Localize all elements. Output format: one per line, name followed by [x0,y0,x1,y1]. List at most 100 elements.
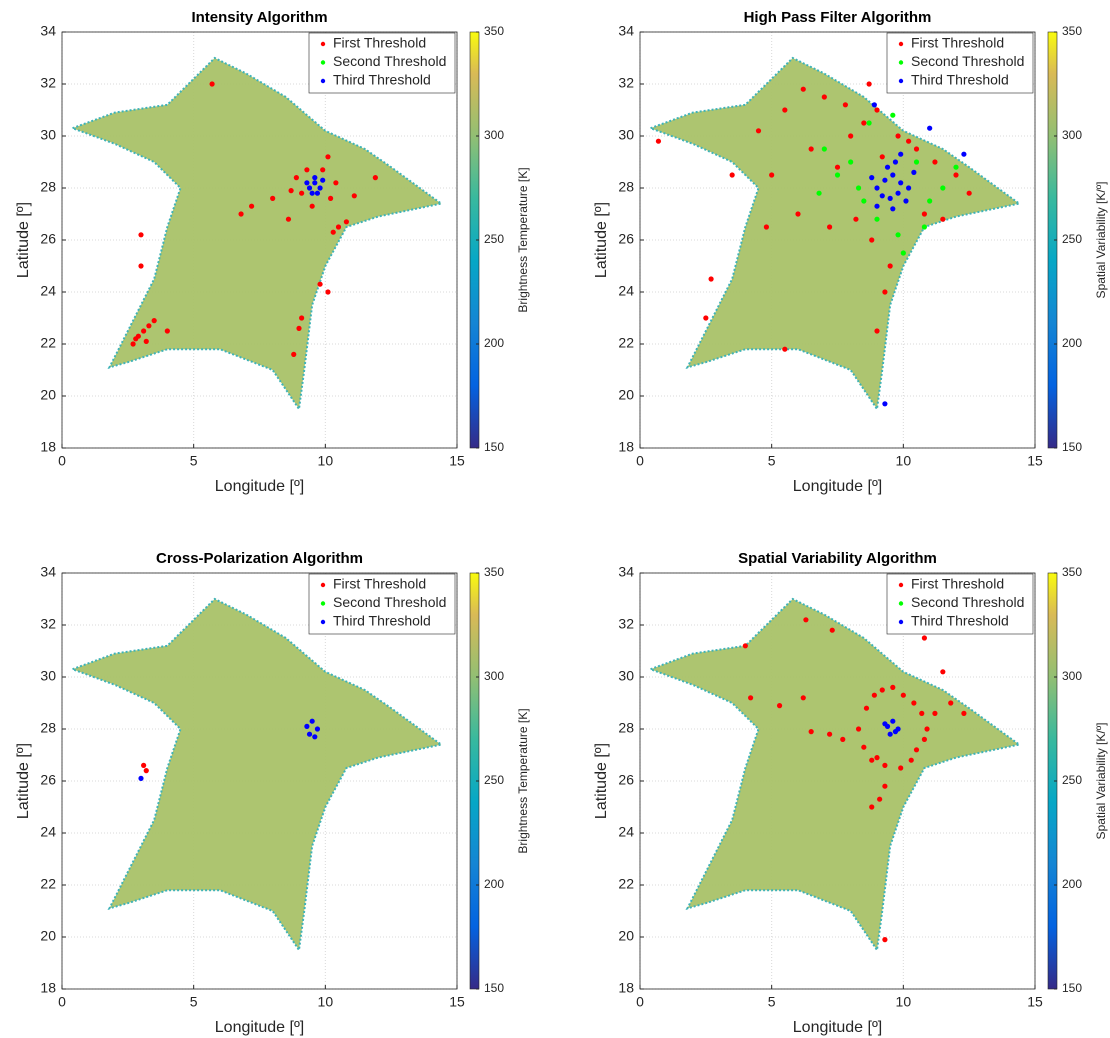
threshold-point [299,190,305,196]
y-tick-label: 24 [40,824,56,840]
threshold-point [913,159,920,165]
legend-marker [320,41,326,47]
chart-title: Cross-Polarization Algorithm [156,550,363,567]
x-axis-label: Longitude [º] [215,1019,304,1036]
threshold-point [869,237,875,243]
threshold-point [146,323,152,329]
threshold-point [874,203,880,209]
threshold-point [309,718,315,724]
y-tick-label: 32 [618,616,634,632]
legend-label: Third Threshold [911,613,1009,629]
threshold-point [330,229,336,235]
legend-marker [320,60,326,65]
threshold-point [270,195,276,201]
threshold-point [848,159,854,165]
colorbar-label: Spatial Variability [K/º] [1094,723,1108,840]
threshold-point [900,250,906,256]
threshold-point [898,765,904,771]
threshold-point [932,710,938,717]
legend-box [886,573,1034,635]
y-tick-label: 30 [40,668,56,684]
threshold-point [306,185,313,191]
colorbar-tick-label: 150 [484,440,504,454]
threshold-point [895,133,901,139]
threshold-point [877,796,883,802]
y-tick-label: 24 [618,824,634,840]
y-axis-label: Latitude [º] [15,743,32,819]
colorbar-tick-label: 300 [1062,128,1082,142]
threshold-point [742,643,748,649]
x-tick-label: 5 [768,994,776,1010]
threshold-point [808,146,814,152]
threshold-point [763,224,770,230]
threshold-point [866,81,872,87]
x-tick-label: 10 [896,994,912,1010]
threshold-point [827,731,833,737]
y-tick-label: 20 [618,928,634,944]
threshold-point [293,175,299,181]
legend-marker [898,78,904,84]
y-axis-label: Latitude [º] [15,202,32,278]
threshold-point [882,937,888,943]
threshold-point [800,695,806,701]
threshold-point [351,193,357,199]
threshold-point [879,687,885,693]
threshold-point [141,328,147,334]
threshold-point [335,224,342,230]
threshold-point [304,723,310,730]
threshold-point [879,193,885,199]
x-tick-label: 10 [318,994,334,1010]
threshold-point [869,804,875,810]
x-tick-label: 0 [636,453,644,469]
colorbar-label: Brightness Temperature [K] [516,167,530,312]
colorbar-tick-label: 300 [1062,669,1082,683]
threshold-point [871,692,877,698]
threshold-point [874,328,880,334]
threshold-point [861,744,867,750]
y-tick-label: 32 [40,75,56,91]
colorbar-tick-label: 200 [1062,877,1082,891]
threshold-point [913,146,920,152]
threshold-point [882,401,888,407]
threshold-point [898,180,904,186]
threshold-point [890,206,896,212]
threshold-point [821,146,827,152]
threshold-point [927,198,933,204]
footprint [647,597,1022,953]
threshold-point [816,190,822,196]
threshold-point [874,185,880,191]
threshold-point [296,325,302,331]
threshold-point [906,185,912,191]
colorbar-tick-label: 150 [1062,440,1082,454]
footprint [69,597,444,953]
y-tick-label: 30 [618,668,634,684]
colorbar-tick-label: 300 [484,669,504,683]
threshold-point [808,729,814,735]
legend-marker [898,41,904,47]
legend-label: Second Threshold [333,594,446,610]
threshold-point [320,177,326,183]
colorbar-tick-label: 350 [484,565,504,579]
legend-label: First Threshold [911,576,1004,592]
y-axis-label: Latitude [º] [593,202,610,278]
colorbar-tick-label: 250 [484,232,504,246]
threshold-point [312,734,318,740]
chart-title: High Pass Filter Algorithm [744,9,932,26]
legend-marker [320,601,326,606]
legend-label: Second Threshold [911,594,1024,610]
threshold-point [133,336,139,342]
axes-box [61,572,458,990]
threshold-point [940,669,946,675]
x-tick-label: 15 [1027,994,1043,1010]
x-tick-label: 15 [449,994,465,1010]
y-tick-label: 32 [40,616,56,632]
threshold-point [703,315,709,321]
threshold-point [304,167,310,173]
threshold-point [921,224,928,230]
threshold-point [882,721,888,727]
threshold-point [895,190,901,196]
x-tick-label: 5 [190,453,198,469]
threshold-point [911,169,917,175]
y-tick-label: 28 [40,179,56,195]
